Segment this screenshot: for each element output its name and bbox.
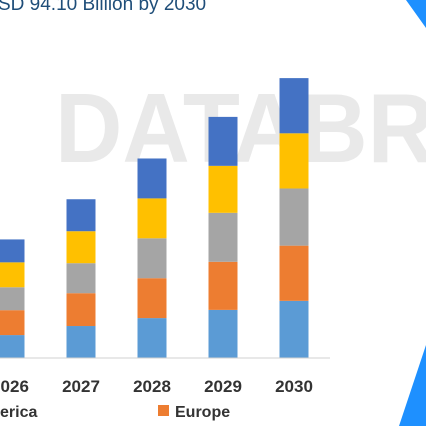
bar-segment-2030-series-2 [279,245,309,301]
bar-segment-2029-series-1 [208,309,238,358]
chart-title: SD 94.10 Billion by 2030 [0,0,207,15]
bar-segment-2030-series-3 [279,188,309,246]
bar-segment-2027-series-4 [66,231,96,264]
watermark-text: DATABR [55,73,426,183]
bar-segment-2029-series-5 [208,116,238,166]
bar-segment-2026-series-3 [0,287,25,311]
bar-segment-2026-series-4 [0,262,25,288]
x-tick-label-2029: 2029 [204,377,242,396]
bar-segment-2030-series-1 [279,300,309,358]
x-tick-label-2030: 2030 [275,377,313,396]
bar-segment-2030-series-5 [279,78,309,134]
corner-triangle-top [406,0,426,28]
bar-segment-2027-series-5 [66,199,96,232]
legend-label-series-1: erica [0,404,37,421]
bar-segment-2027-series-1 [66,326,96,358]
bar-segment-2028-series-3 [137,238,167,279]
bars-group [0,78,309,358]
x-tick-label-2027: 2027 [62,377,100,396]
bar-segment-2026-series-1 [0,335,25,358]
bar-segment-2026-series-2 [0,310,25,336]
bar-segment-2028-series-2 [137,278,167,319]
bar-segment-2026-series-5 [0,239,25,263]
bar-segment-2027-series-3 [66,263,96,294]
bar-segment-2028-series-1 [137,318,167,358]
legend-swatch-series-2 [158,405,169,416]
corner-triangle-bottom [399,345,426,426]
bar-segment-2029-series-2 [208,261,238,310]
x-axis: 2026 2027 2028 2029 2030 [0,377,313,396]
bar-segment-2029-series-4 [208,165,238,213]
bar-segment-2028-series-5 [137,158,167,199]
x-tick-label-2026: 2026 [0,377,29,396]
x-tick-label-2028: 2028 [133,377,171,396]
bar-segment-2027-series-2 [66,293,96,327]
bar-segment-2029-series-3 [208,212,238,262]
legend-label-series-2: Europe [175,404,230,421]
bar-segment-2030-series-4 [279,133,309,189]
bar-segment-2028-series-4 [137,198,167,239]
